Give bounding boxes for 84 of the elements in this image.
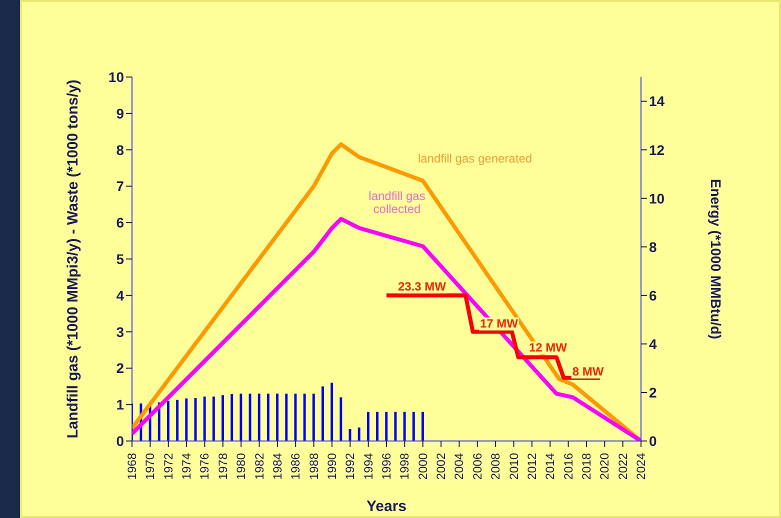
bar — [222, 395, 224, 441]
bar — [240, 394, 242, 441]
y2-tick-label: 10 — [649, 190, 665, 206]
x-tick-label: 1986 — [288, 452, 303, 480]
bar — [312, 394, 315, 441]
y2-tick-label: 2 — [649, 384, 657, 400]
x-tick-label: 2008 — [488, 452, 503, 480]
bar — [358, 428, 360, 441]
bar — [176, 400, 179, 441]
bar — [212, 396, 215, 441]
x-tick-label: 1980 — [234, 452, 248, 480]
x-tick-label: 2012 — [524, 452, 539, 480]
y-tick-label: 1 — [116, 396, 124, 413]
x-tick-label: 2014 — [543, 452, 558, 480]
bar — [330, 382, 334, 441]
annotation: 12 MW — [528, 340, 568, 354]
y-tick-label: 0 — [116, 432, 124, 449]
bar — [166, 400, 170, 441]
x-tick-label: 2018 — [579, 452, 594, 480]
y2-tick-label: 8 — [649, 238, 657, 255]
bar — [276, 394, 279, 441]
bar — [230, 394, 234, 441]
bar — [258, 394, 260, 441]
bar — [403, 412, 406, 441]
bar — [248, 394, 252, 441]
x-tick-label: 1994 — [361, 452, 376, 480]
y2-tick-label: 4 — [649, 336, 657, 352]
x-tick-label: 1998 — [398, 452, 412, 480]
bar — [394, 412, 397, 441]
x-tick-label: 2006 — [470, 452, 484, 480]
y-tick-label: 2 — [116, 360, 124, 376]
bar — [421, 412, 424, 441]
x-tick-label: 2000 — [416, 452, 430, 480]
bar — [185, 398, 188, 441]
y2-tick-label: 12 — [649, 142, 665, 158]
y-tick-label: 4 — [116, 287, 124, 304]
x-tick-label: 1996 — [380, 452, 394, 480]
bar — [376, 412, 378, 441]
x-tick-label: 1988 — [306, 452, 321, 480]
x-tick-label: 1984 — [270, 452, 284, 480]
bar — [340, 397, 342, 441]
annotation: landfill gas generated — [416, 152, 534, 166]
x-tick-label: 1968 — [125, 452, 139, 480]
bar — [294, 394, 297, 441]
bar — [266, 394, 270, 441]
annotation: 23.3 MW — [396, 280, 448, 294]
x-tick-label: 1974 — [180, 452, 194, 480]
y-tick-label: 7 — [116, 178, 124, 194]
x-tick-label: 2022 — [616, 452, 630, 480]
x-tick-label: 1992 — [343, 452, 358, 480]
y-tick-label: 6 — [116, 214, 124, 231]
y-tick-label: 8 — [116, 142, 124, 158]
annotation: 8 MW — [571, 364, 605, 378]
y-tick-label: 9 — [116, 105, 124, 122]
bar — [412, 412, 415, 441]
x-tick-label: 2024 — [634, 452, 648, 480]
x-tick-label: 1990 — [324, 452, 339, 480]
bar — [366, 412, 370, 441]
y-axis-title: Landfill gas (*1000 MMpi3/y) - Waste (*1000 tons/y) — [64, 80, 82, 438]
x-tick-label: 1972 — [161, 452, 176, 480]
y2-tick-label: 0 — [649, 432, 657, 449]
x-axis-title: Years — [366, 498, 407, 515]
x-tick-label: 1978 — [216, 452, 230, 480]
x-tick-label: 1982 — [252, 452, 266, 480]
y2-axis-title: Energy (*1000 MMBtu/d) — [708, 178, 724, 340]
x-tick-label: 2010 — [506, 452, 521, 480]
annotation: 17 MW — [478, 316, 520, 330]
y-tick-label: 3 — [116, 324, 124, 340]
x-tick-label: 2020 — [598, 452, 612, 480]
bar — [322, 386, 324, 441]
x-tick-label: 1976 — [198, 452, 212, 480]
x-tick-label: 2004 — [452, 452, 466, 480]
y2-tick-label: 6 — [649, 287, 657, 304]
y-tick-label: 10 — [108, 68, 124, 85]
bar — [285, 394, 288, 441]
x-tick-label: 2016 — [561, 452, 576, 480]
x-tick-label: 2002 — [434, 452, 448, 480]
annotation: landfill gas collected — [368, 189, 426, 216]
x-tick-label: 1970 — [143, 452, 158, 480]
bar — [303, 394, 306, 441]
y2-tick-label: 14 — [649, 93, 665, 110]
bar — [203, 396, 206, 441]
bar — [385, 412, 388, 441]
y-tick-label: 5 — [116, 250, 124, 267]
